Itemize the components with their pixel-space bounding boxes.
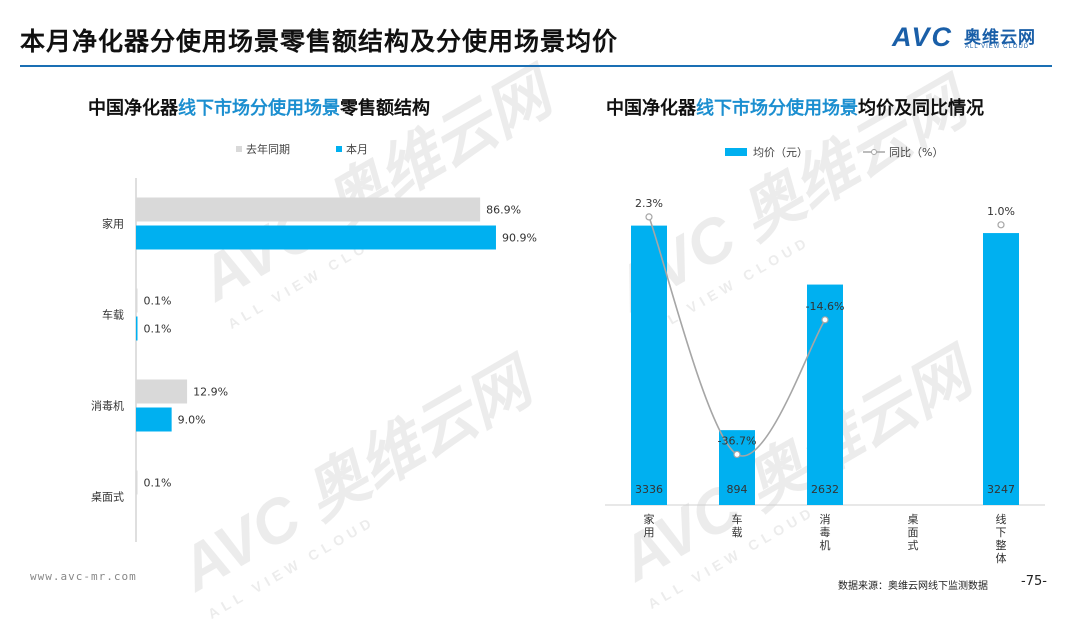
category-label: 家用 (644, 512, 655, 539)
right-title-part-1: 中国净化器 (606, 98, 696, 119)
legend-label-1: 本月 (346, 142, 368, 156)
category-label: 消毒机 (820, 512, 831, 552)
bar-data-label: 0.1% (144, 477, 172, 490)
page-title: 本月净化器分使用场景零售额结构及分使用场景均价 (20, 27, 619, 56)
category-label: 桌面式 (908, 513, 919, 552)
bar-data-label: 90.9% (502, 232, 537, 245)
bar-prior (136, 379, 188, 404)
price-bar (983, 233, 1019, 505)
bar-data-label: 9.0% (178, 414, 206, 427)
bar-current (136, 407, 172, 432)
category-label: 线下整体 (996, 512, 1007, 565)
yoy-label: -36.7% (718, 434, 757, 447)
yoy-label: 1.0% (987, 205, 1015, 218)
bar-prior (136, 470, 138, 495)
title-divider (20, 65, 1052, 67)
legend-swatch-0 (236, 146, 242, 152)
price-bar-label: 894 (727, 483, 748, 496)
yoy-label: 2.3% (635, 197, 663, 210)
yoy-point (645, 213, 653, 221)
price-bar-label: 2632 (811, 483, 839, 496)
legend-label-line: 同比（%） (889, 146, 943, 159)
price-combo-chart: 均价（元） 同比（%） 3336 894 2632 3247 家用 车载 消毒机 桌面式 线下整体 2… (605, 146, 1045, 565)
data-source: 数据来源：奥维云网线下监测数据 (838, 581, 988, 592)
category-label: 车载 (102, 308, 124, 322)
right-title-part-3: 均价及同比情况 (858, 98, 984, 119)
bar-current (136, 225, 496, 250)
price-bar-label: 3336 (635, 483, 663, 496)
yoy-point (821, 316, 829, 324)
legend-label-0: 去年同期 (246, 142, 290, 156)
brand-logo: AVC 奥维云网 ALL VIEW CLOUD (892, 22, 1057, 56)
website-url: www.avc-mr.com (30, 570, 137, 583)
price-bar (719, 430, 755, 505)
legend-label-bar: 均价（元） (753, 146, 808, 159)
bar-prior (136, 197, 481, 222)
left-title-part-1: 中国净化器 (88, 98, 178, 119)
yoy-point (733, 450, 741, 459)
legend-swatch-1 (336, 146, 342, 152)
category-label: 桌面式 (91, 491, 124, 504)
yoy-line (648, 216, 826, 457)
category-label: 家用 (102, 217, 124, 231)
price-bar-label: 3247 (987, 483, 1015, 496)
logo-mark: AVC (892, 22, 954, 52)
bar-prior (136, 288, 138, 313)
legend-swatch-bar (725, 148, 747, 156)
left-title-part-3: 零售额结构 (340, 98, 430, 119)
category-label: 车载 (732, 512, 743, 539)
logo-en-text: ALL VIEW CLOUD (965, 44, 1030, 50)
bar-data-label: 12.9% (193, 386, 228, 399)
yoy-point (997, 221, 1005, 229)
page-number: -75- (1021, 574, 1047, 589)
right-chart-title: 中国净化器线下市场分使用场景均价及同比情况 (606, 94, 984, 120)
bar-data-label: 86.9% (486, 204, 521, 217)
right-title-part-2: 线下市场分使用场景 (696, 98, 858, 119)
yoy-label: -14.6% (806, 300, 845, 313)
left-chart-title: 中国净化器线下市场分使用场景零售额结构 (88, 94, 430, 120)
legend-line-marker (871, 149, 877, 155)
price-bar (631, 225, 667, 506)
bar-data-label: 0.1% (144, 323, 172, 336)
category-label: 消毒机 (91, 399, 124, 413)
bar-data-label: 0.1% (144, 295, 172, 308)
bar-current (136, 316, 138, 341)
left-title-part-2: 线下市场分使用场景 (178, 98, 340, 119)
logo-cn-text: 奥维云网 (964, 28, 1036, 48)
